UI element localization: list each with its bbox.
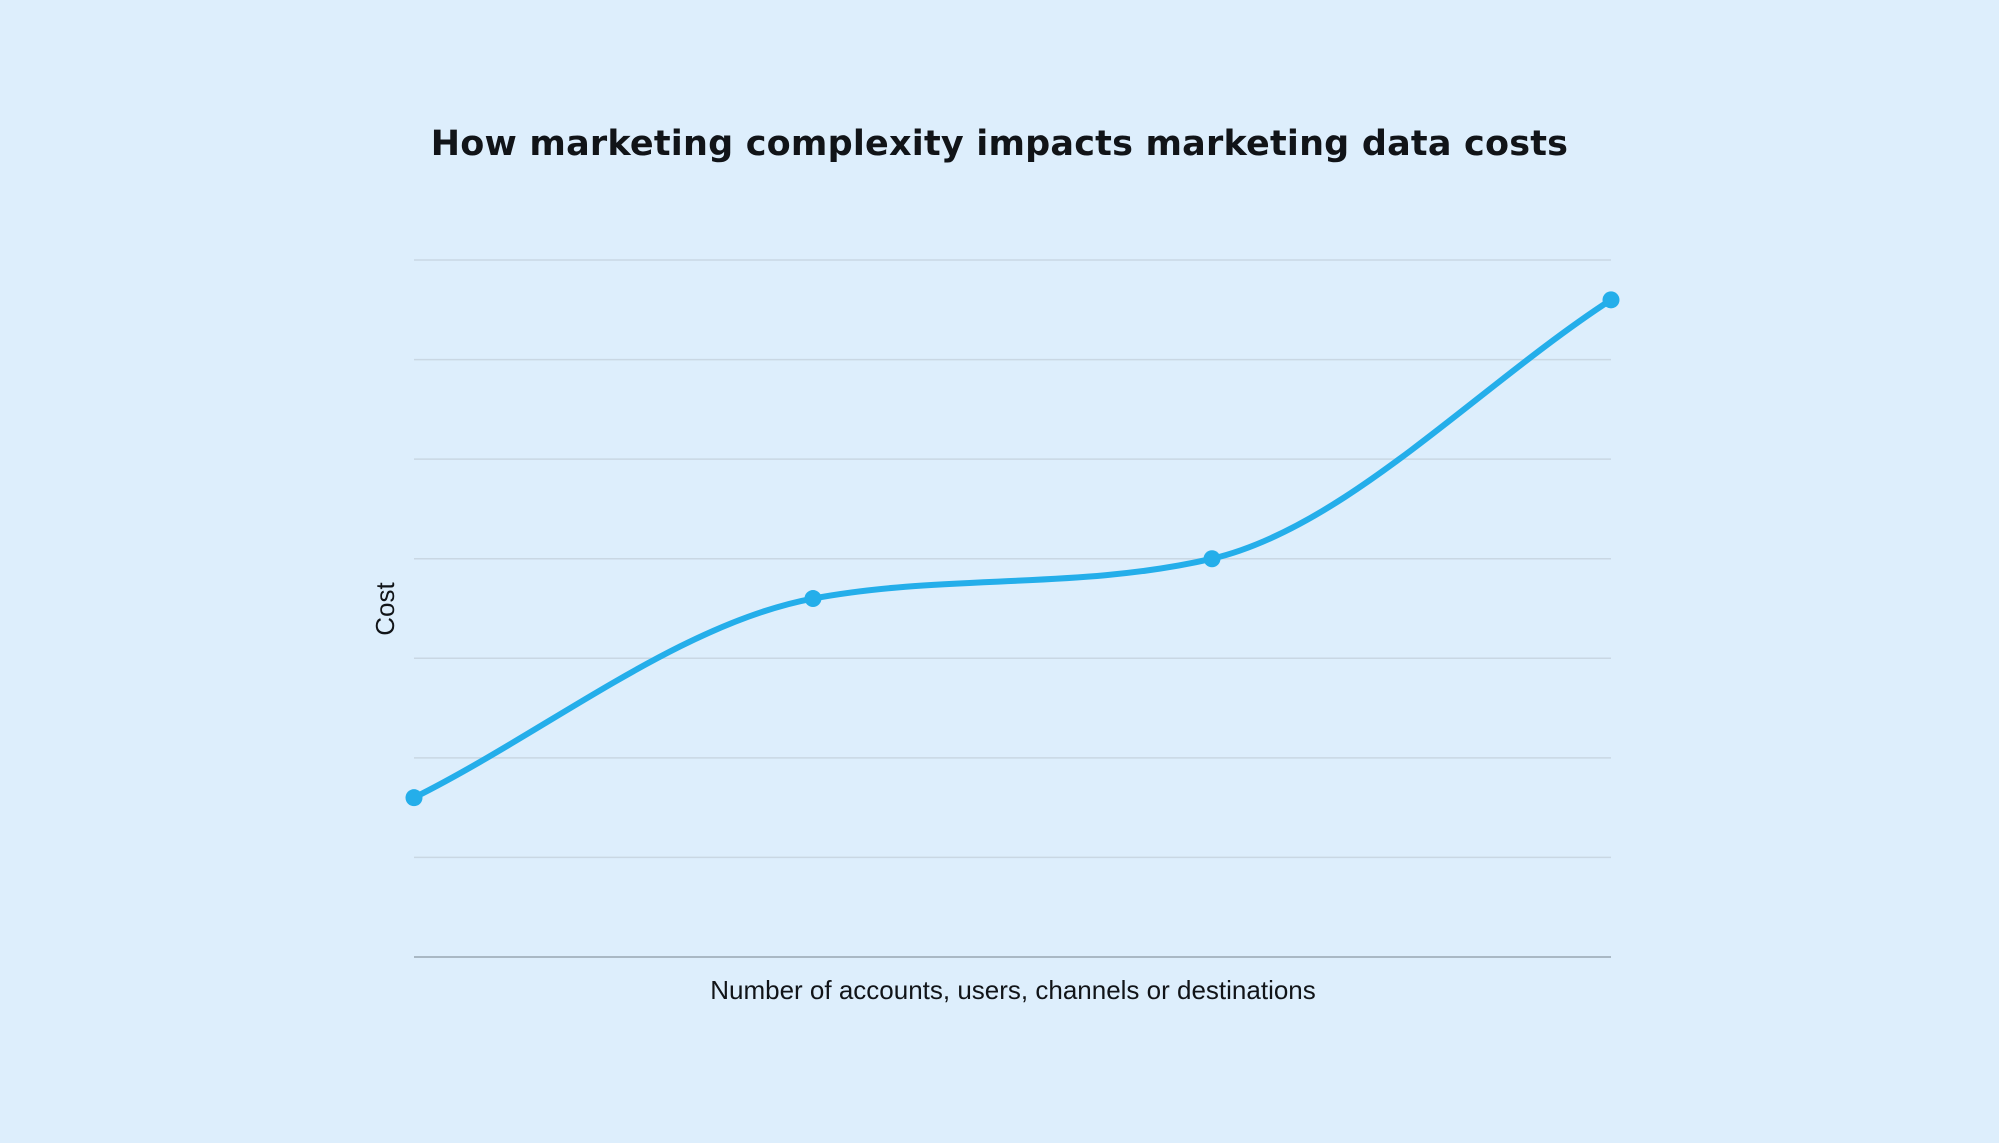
gridlines — [414, 259, 1611, 859]
series-layer — [405, 291, 1620, 807]
series-line — [411, 296, 1614, 801]
chart-title: How marketing complexity impacts marketi… — [430, 124, 1569, 164]
data-point — [804, 590, 822, 608]
data-point — [1203, 550, 1221, 568]
y-axis-label: Cost — [370, 581, 400, 635]
x-axis-label: Number of accounts, users, channels or d… — [710, 975, 1316, 1005]
data-point — [1602, 291, 1620, 309]
data-point — [405, 789, 423, 807]
